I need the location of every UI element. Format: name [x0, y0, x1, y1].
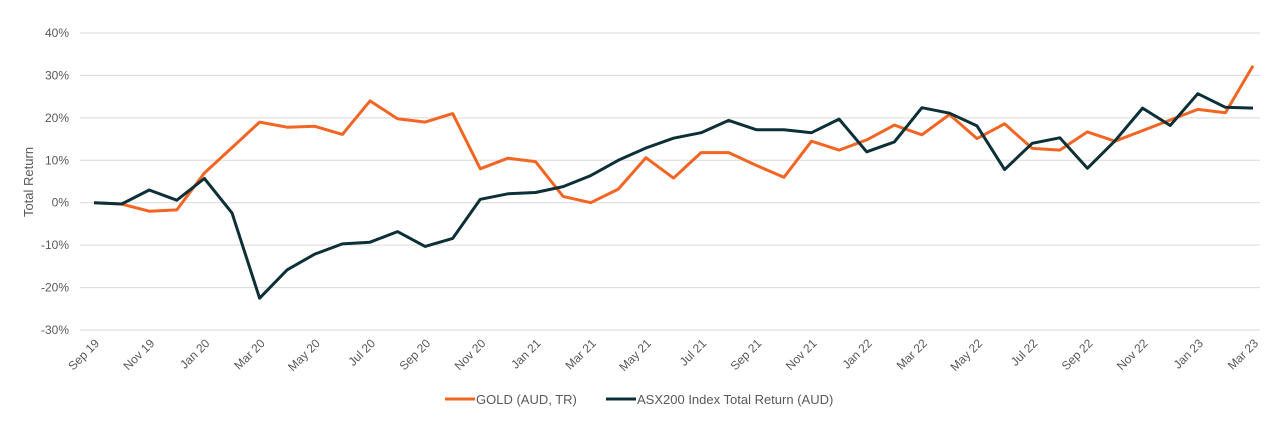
legend-label: ASX200 Index Total Return (AUD) [637, 392, 833, 407]
y-tick-label: 10% [45, 153, 69, 167]
x-tick-label: Nov 21 [783, 336, 820, 373]
x-tick-label: Jan 21 [508, 336, 544, 372]
y-tick-label: 0% [52, 196, 70, 210]
x-tick-label: May 20 [285, 336, 323, 374]
x-tick-label: Nov 20 [452, 336, 489, 373]
x-tick-label: Sep 20 [396, 336, 433, 373]
x-tick-label: Jan 22 [839, 336, 875, 372]
series-lines [93, 64, 1255, 300]
y-tick-label: -30% [41, 323, 69, 337]
x-tick-label: Jan 20 [177, 336, 213, 372]
y-axis-ticks: 40% 30% 20% 10% 0% -10% -20% -30% [41, 26, 69, 337]
x-tick-label: Jul 20 [346, 336, 379, 369]
x-tick-label: Nov 19 [121, 336, 158, 373]
y-tick-label: 30% [45, 68, 69, 82]
y-tick-label: 40% [45, 26, 69, 40]
y-tick-label: 20% [45, 111, 69, 125]
x-tick-label: Mar 21 [563, 336, 600, 373]
series-line-asx200 [93, 92, 1254, 300]
x-tick-label: Jan 23 [1171, 336, 1207, 372]
x-tick-label: May 21 [616, 336, 654, 374]
y-axis-label: Total Return [21, 147, 36, 217]
series-line-gold [93, 64, 1255, 213]
x-tick-label: Sep 21 [728, 336, 765, 373]
x-tick-label: Mar 23 [1225, 336, 1262, 373]
x-tick-label: Sep 22 [1059, 336, 1096, 373]
y-tick-label: -20% [41, 281, 69, 295]
x-tick-label: Nov 22 [1114, 336, 1151, 373]
gridlines [80, 32, 1260, 331]
x-tick-label: Sep 19 [65, 336, 102, 373]
legend: GOLD (AUD, TR) ASX200 Index Total Return … [445, 392, 833, 407]
x-tick-label: Jul 21 [677, 336, 710, 369]
x-tick-label: May 22 [947, 336, 985, 374]
x-tick-label: Mar 22 [894, 336, 931, 373]
x-axis-ticks: Sep 19 Nov 19 Jan 20 Mar 20 May 20 Jul 20 Sep … [65, 336, 1261, 374]
legend-label: GOLD (AUD, TR) [476, 392, 577, 407]
x-tick-label: Jul 22 [1008, 336, 1041, 369]
y-tick-label: -10% [41, 238, 69, 252]
x-tick-label: Mar 20 [231, 336, 268, 373]
